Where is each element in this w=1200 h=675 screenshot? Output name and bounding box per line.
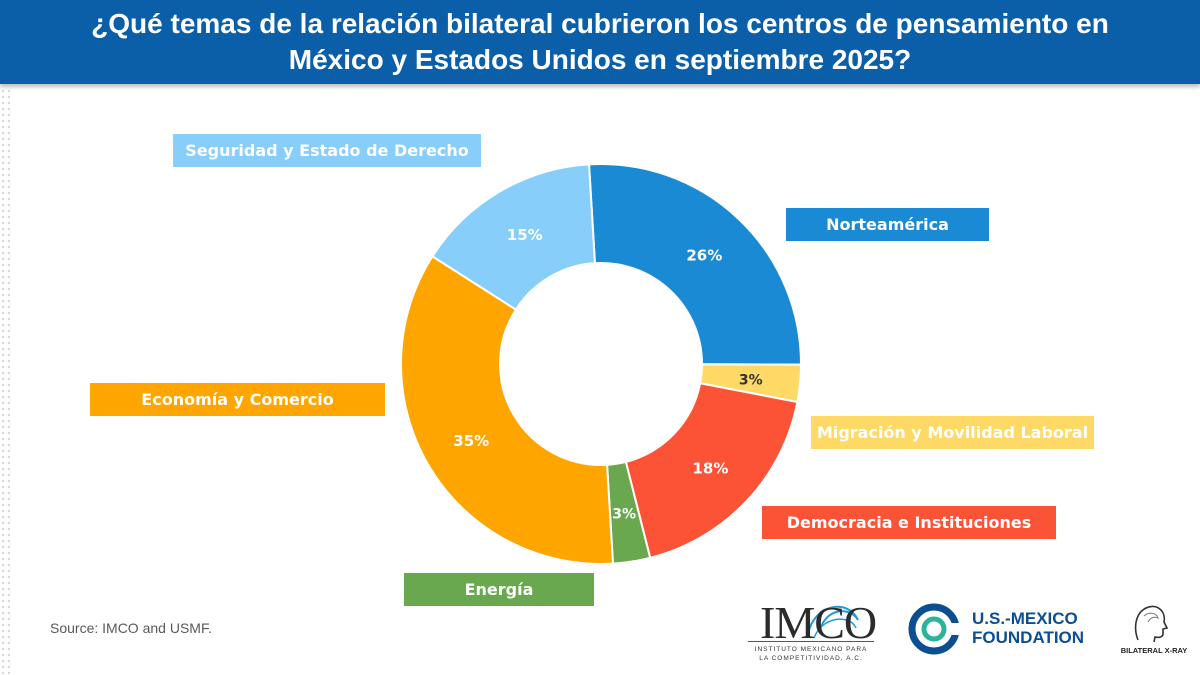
source-note: Source: IMCO and USMF.: [50, 620, 212, 636]
decorative-dot-border: [0, 88, 10, 675]
usmf-logo-line2: FOUNDATION: [972, 628, 1085, 647]
imco-logo-swirl: [807, 605, 859, 639]
data-label-seguridad: 15%: [507, 226, 543, 244]
data-label-migracion: 3%: [739, 373, 763, 389]
usmf-logo-line1: U.S.-MEXICO: [972, 609, 1078, 628]
legend-label-norteamerica: Norteamérica: [786, 208, 989, 241]
usmf-logo-icon: [908, 603, 960, 655]
legend-label-economia: Economía y Comercio: [90, 383, 385, 416]
chart-title-line1: ¿Qué temas de la relación bilateral cubr…: [91, 8, 1109, 39]
imco-subtitle-line1: INSTITUTO MEXICANO PARA: [754, 646, 868, 653]
legend-label-democracia: Democracia e Instituciones: [762, 506, 1056, 539]
legend-label-energia: Energía: [404, 573, 594, 606]
legend-label-seguridad: Seguridad y Estado de Derecho: [173, 134, 481, 167]
chart-title-line2: México y Estados Unidos en septiembre 20…: [288, 44, 912, 75]
donut-slice-norteamerica: [587, 163, 802, 366]
donut-slice-democracia: [624, 382, 799, 560]
imco-logo-rule: [748, 641, 874, 642]
donut-slice-seguridad: [431, 163, 597, 312]
title-banner: ¿Qué temas de la relación bilateral cubr…: [0, 0, 1200, 84]
usmf-logo-text: U.S.-MEXICO FOUNDATION: [972, 609, 1084, 647]
chart-title: ¿Qué temas de la relación bilateral cubr…: [0, 0, 1200, 78]
bilateral-xray-head-icon: [1134, 605, 1169, 643]
data-label-norteamerica: 26%: [686, 247, 722, 265]
donut-slice-economia: [400, 254, 615, 565]
data-label-energia: 3%: [612, 507, 636, 523]
data-label-economia: 35%: [453, 432, 489, 450]
bilateral-xray-logo: BILATERAL X-RAY: [1120, 646, 1188, 655]
data-label-democracia: 18%: [692, 459, 728, 477]
imco-subtitle-line2: LA COMPETITIVIDAD, A.C.: [759, 655, 863, 662]
imco-logo-subtitle: INSTITUTO MEXICANO PARA LA COMPETITIVIDA…: [748, 645, 874, 663]
imco-logo: IMCO: [760, 597, 877, 648]
legend-label-migracion: Migración y Movilidad Laboral: [811, 416, 1094, 449]
